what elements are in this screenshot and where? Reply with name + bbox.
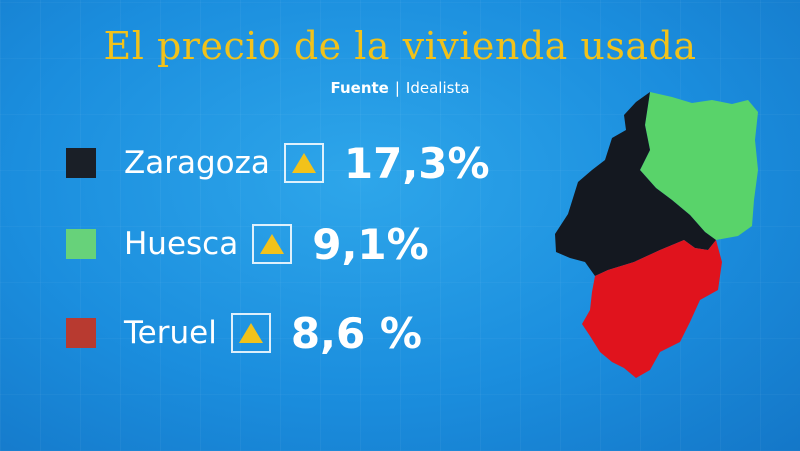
up-triangle-icon xyxy=(230,313,271,353)
map-region-huesca xyxy=(640,92,758,240)
color-swatch xyxy=(66,148,96,178)
up-triangle-icon xyxy=(283,143,324,183)
color-swatch xyxy=(66,229,96,259)
map-region-zaragoza xyxy=(555,92,716,276)
aragon-map xyxy=(555,92,758,378)
source-separator: | xyxy=(394,79,400,97)
province-name: Zaragoza xyxy=(124,145,270,181)
province-row-zaragoza: Zaragoza 17,3% xyxy=(66,135,490,191)
map-region-teruel xyxy=(582,240,722,378)
source-line: Fuente | Idealista xyxy=(0,79,800,97)
source-label: Fuente xyxy=(330,79,389,97)
province-name: Huesca xyxy=(124,226,239,262)
province-value: 9,1% xyxy=(312,219,429,269)
color-swatch xyxy=(66,318,96,348)
province-name: Teruel xyxy=(124,315,217,351)
up-triangle-icon xyxy=(252,224,293,264)
province-row-huesca: Huesca 9,1% xyxy=(66,216,429,272)
province-value: 8,6 % xyxy=(290,308,422,358)
province-row-teruel: Teruel 8,6 % xyxy=(66,305,422,361)
source-name: Idealista xyxy=(405,79,470,97)
page-title: El precio de la vivienda usada xyxy=(103,24,697,68)
province-value: 17,3% xyxy=(343,138,490,188)
